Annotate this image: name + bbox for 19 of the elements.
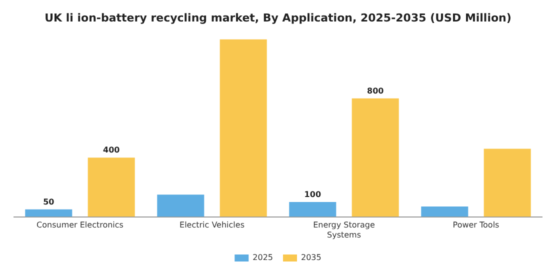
chart-title: UK li ion-battery recycling market, By Application, 2025-2035 (USD Million)	[44, 11, 512, 24]
bar	[421, 206, 468, 217]
bar	[484, 148, 531, 217]
data-label: 800	[367, 86, 384, 96]
bar	[352, 98, 399, 217]
x-tick-label: Consumer Electronics	[36, 220, 124, 230]
x-tick-label: Energy Storage Systems	[313, 220, 375, 240]
bar	[220, 39, 267, 217]
x-tick-label: Electric Vehicles	[180, 220, 244, 230]
data-label: 50	[43, 197, 55, 206]
x-tick-label: Power Tools	[452, 220, 500, 230]
legend-label: 2035	[301, 253, 322, 262]
bar	[289, 202, 336, 217]
data-label: 100	[304, 190, 322, 200]
bar	[88, 158, 135, 217]
data-label: 400	[103, 146, 120, 155]
legend-label: 2025	[252, 253, 273, 262]
bar	[157, 194, 204, 217]
bar	[25, 209, 72, 217]
